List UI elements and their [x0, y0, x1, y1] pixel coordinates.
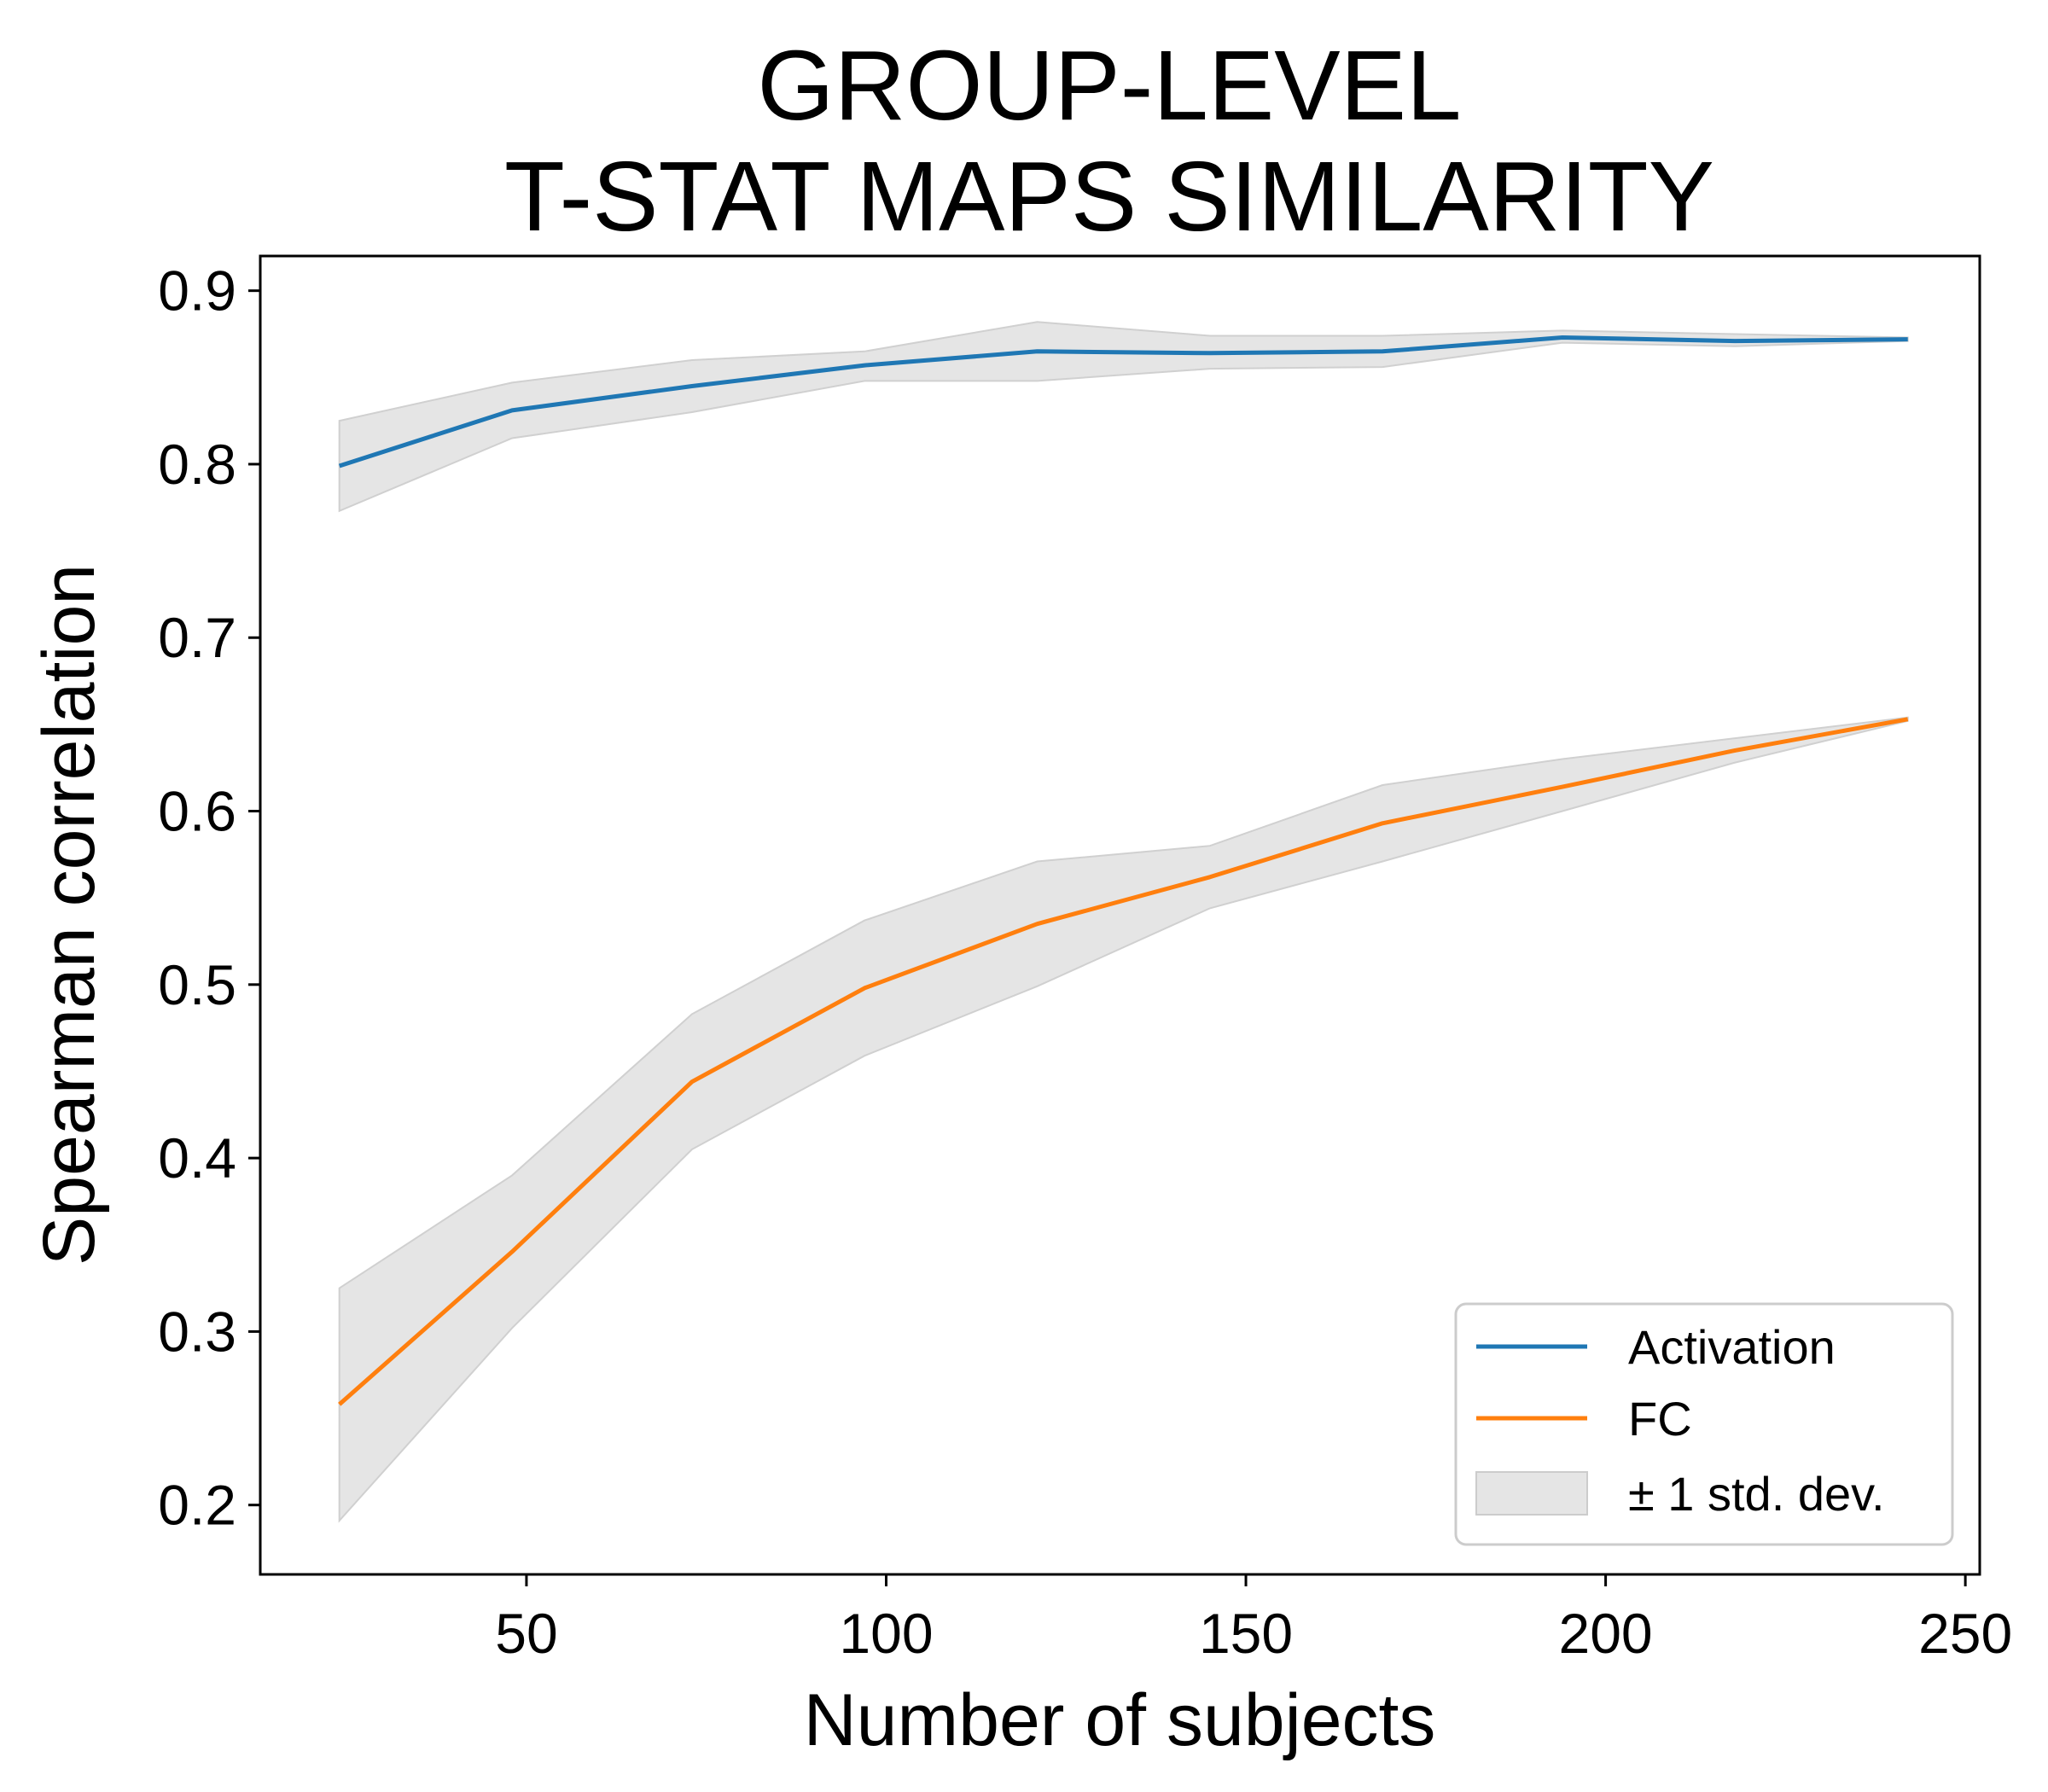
- axis-ticks: 50 100 150 200 250 0.2 0.3 0.4 0.5 0.6 0.7 0.8 0.9: [158, 259, 2012, 1665]
- legend-std-dev-swatch: [1475, 1471, 1588, 1516]
- legend-fc-label: FC: [1628, 1392, 1692, 1446]
- fc-series-line: [338, 717, 1909, 1406]
- y-tick-label: 0.7: [158, 606, 236, 669]
- plot-area-frame: [259, 254, 1981, 1576]
- activation-series-line: [338, 335, 1908, 468]
- legend: Activation FC ± 1 std. dev.: [1454, 1302, 1954, 1546]
- y-axis-label: Spearman correlation: [28, 564, 110, 1265]
- y-tick-label: 0.3: [158, 1300, 236, 1363]
- y-tick-label: 0.6: [158, 780, 236, 843]
- y-tick-label: 0.2: [158, 1474, 236, 1537]
- y-tick-label: 0.4: [158, 1126, 236, 1190]
- x-axis-label: Number of subjects: [804, 1679, 1436, 1761]
- legend-activation-label: Activation: [1628, 1320, 1836, 1374]
- y-tick-label: 0.9: [158, 259, 236, 323]
- x-tick-label: 200: [1559, 1602, 1653, 1665]
- x-tick-label: 50: [495, 1602, 557, 1665]
- x-tick-label: 250: [1918, 1602, 2012, 1665]
- chart-title-line-1: GROUP-LEVEL: [757, 30, 1461, 141]
- series-lines: [338, 335, 1909, 1406]
- y-tick-label: 0.5: [158, 953, 236, 1016]
- legend-std-dev-label: ± 1 std. dev.: [1628, 1467, 1885, 1521]
- x-tick-label: 100: [839, 1602, 933, 1665]
- chart-title-line-2: T-STAT MAPS SIMILARITY: [504, 141, 1714, 252]
- y-tick-label: 0.8: [158, 433, 236, 496]
- x-tick-label: 150: [1199, 1602, 1293, 1665]
